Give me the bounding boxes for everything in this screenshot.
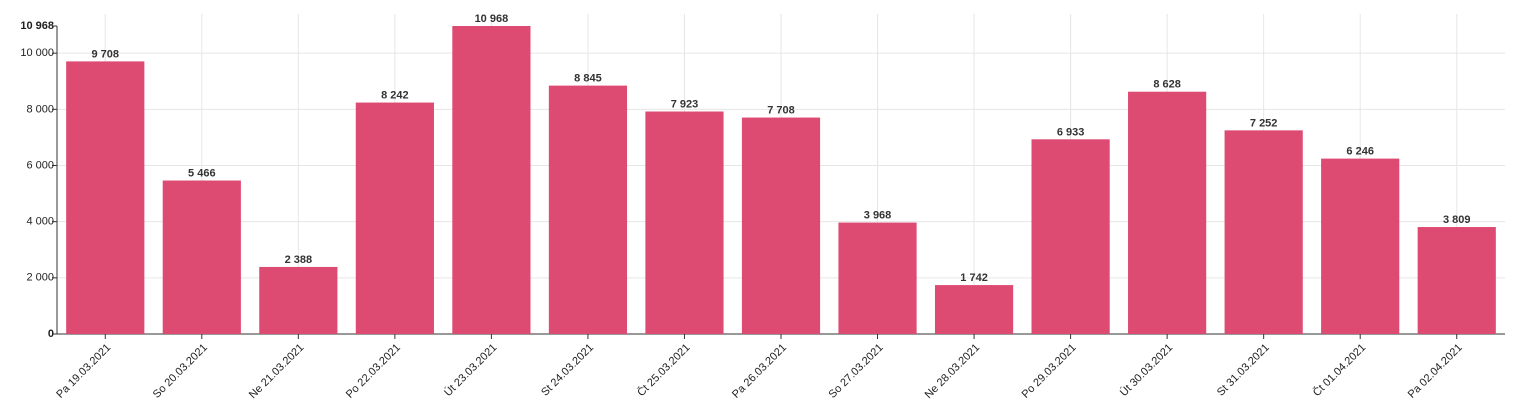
y-tick-label: 10 000	[20, 47, 54, 59]
y-tick-label: 0	[48, 328, 54, 340]
data-label: 10 968	[475, 13, 509, 25]
y-tick-label: 8 000	[26, 103, 54, 115]
bar	[645, 111, 724, 334]
y-tick-label: 6 000	[26, 159, 54, 171]
x-tick-label: Čt 01.04.2021	[1310, 341, 1368, 399]
x-tick-label: Ne 21.03.2021	[247, 342, 307, 402]
x-tick-label: Út 23.03.2021	[441, 341, 499, 399]
x-tick-label: So 20.03.2021	[151, 342, 210, 401]
data-label: 8 242	[381, 90, 409, 102]
x-tick-label: Ne 28.03.2021	[923, 342, 983, 402]
x-tick-label: Pa 02.04.2021	[1406, 342, 1465, 401]
bar-series: 9 708 5 466 2 388 8 242 10 968 8 845 7 923 7 70…	[66, 13, 1496, 335]
bar	[1417, 227, 1496, 334]
bar	[1321, 158, 1400, 334]
x-tick-label: Pa 19.03.2021	[54, 342, 113, 401]
x-tick-label: Pa 26.03.2021	[730, 342, 789, 401]
data-label: 7 708	[767, 105, 795, 117]
bar	[548, 85, 628, 334]
bar	[741, 117, 821, 334]
data-label: 6 933	[1057, 126, 1085, 138]
data-label: 1 742	[960, 272, 988, 284]
x-tick-label: Po 22.03.2021	[344, 342, 403, 401]
x-tick-label: So 27.03.2021	[827, 342, 886, 401]
bar	[1224, 130, 1303, 334]
data-label: 8 845	[574, 73, 602, 85]
y-tick-label: 10 968	[20, 20, 54, 32]
bar	[355, 102, 434, 334]
data-label: 7 252	[1250, 117, 1278, 129]
bar	[934, 285, 1014, 334]
data-label: 8 628	[1153, 79, 1181, 91]
x-tick-label: St 24.03.2021	[539, 342, 596, 399]
x-tick-label: Po 29.03.2021	[1020, 342, 1079, 401]
bar	[259, 266, 338, 334]
data-label: 5 466	[188, 168, 216, 180]
data-label: 6 246	[1346, 146, 1374, 158]
data-label: 9 708	[92, 48, 120, 60]
bar	[1128, 91, 1207, 335]
data-label: 2 388	[285, 254, 313, 266]
x-tick-label: St 31.03.2021	[1215, 342, 1272, 399]
data-label: 3 809	[1443, 214, 1471, 226]
x-tick-label: Út 30.03.2021	[1117, 341, 1175, 399]
y-tick-label: 2 000	[26, 272, 54, 284]
bar	[452, 26, 531, 334]
y-tick-label: 4 000	[26, 216, 54, 228]
x-tick-label: Čt 25.03.2021	[635, 341, 693, 399]
x-tick-labels: Pa 19.03.2021 So 20.03.2021 Ne 21.03.2021 P…	[54, 341, 1465, 401]
bar	[1031, 139, 1110, 334]
bar	[162, 180, 241, 334]
bar	[66, 61, 145, 334]
data-label: 7 923	[671, 99, 699, 111]
bar	[838, 222, 917, 334]
data-label: 3 968	[864, 210, 892, 222]
